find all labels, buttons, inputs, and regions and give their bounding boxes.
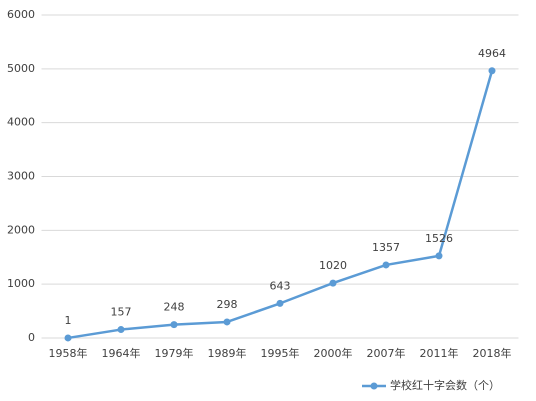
data-point: [276, 299, 284, 307]
y-tick-label: 3000: [7, 170, 35, 183]
data-label: 1: [65, 314, 72, 327]
x-tick-label: 2011年: [420, 346, 459, 360]
x-tick-label: 2007年: [367, 346, 406, 360]
data-label: 643: [270, 279, 291, 292]
data-point: [223, 318, 231, 326]
x-tick-label: 1979年: [155, 346, 194, 360]
y-tick-label: 1000: [7, 277, 35, 290]
data-label: 4964: [478, 47, 506, 60]
data-point: [435, 252, 443, 260]
data-label: 1357: [372, 241, 400, 254]
data-label: 248: [164, 301, 185, 314]
y-tick-label: 4000: [7, 116, 35, 129]
y-tick-label: 0: [28, 331, 35, 344]
data-point: [329, 279, 337, 287]
data-point: [170, 321, 178, 329]
data-point: [382, 261, 390, 269]
y-tick-label: 2000: [7, 223, 35, 236]
data-point: [488, 67, 496, 75]
data-label: 298: [217, 298, 238, 311]
x-tick-label: 1964年: [102, 346, 141, 360]
legend-marker: [370, 382, 378, 390]
x-tick-label: 1995年: [261, 346, 300, 360]
y-tick-label: 6000: [7, 8, 35, 21]
data-line: [67, 70, 494, 340]
x-tick-label: 2000年: [314, 346, 353, 360]
y-tick-label: 5000: [7, 62, 35, 75]
x-tick-label: 2018年: [473, 346, 512, 360]
data-label: 157: [111, 306, 132, 319]
data-label: 1020: [319, 259, 347, 272]
x-tick-label: 1989年: [208, 346, 247, 360]
legend-label: 学校红十字会数（个）: [390, 378, 500, 392]
x-tick-label: 1958年: [49, 346, 88, 360]
data-point: [117, 326, 125, 334]
data-point: [64, 334, 72, 342]
data-label: 1526: [425, 232, 453, 245]
